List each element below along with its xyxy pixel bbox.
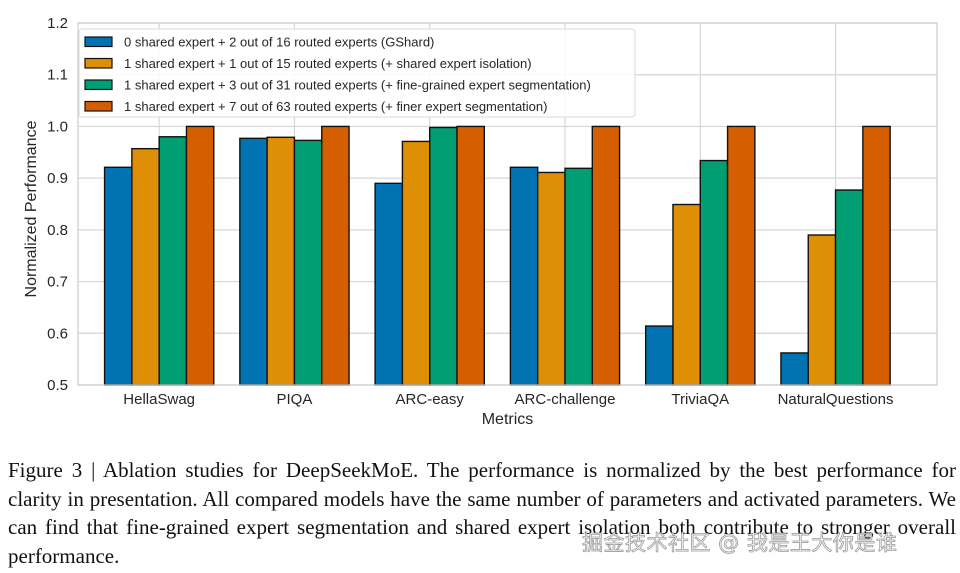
bar-hellaswag-series-0 [103, 166, 133, 386]
bar-naturalquestions-series-0 [780, 352, 809, 386]
bar-naturalquestions-series-3 [862, 125, 891, 386]
y-axis-label: Normalized Performance [23, 120, 40, 297]
y-tick-labels: 0.5 0.6 0.7 0.8 0.9 1.0 1.1 1.2 [47, 15, 68, 394]
y-tick-label: 0.7 [47, 274, 68, 291]
bar-triviaqa-series-3 [726, 125, 756, 386]
bar-arc-easy-series-0 [374, 182, 404, 386]
y-tick-label: 0.8 [47, 222, 68, 239]
bar-arc-challenge-series-1 [536, 171, 566, 386]
x-tick-label: ARC-easy [396, 391, 465, 408]
x-tick-label: NaturalQuestions [778, 391, 894, 408]
x-tick-label: HellaSwag [123, 391, 195, 408]
y-tick-label: 0.9 [47, 170, 68, 187]
bar-chart: 0.5 0.6 0.7 0.8 0.9 1.0 1.1 1.2 HellaSwag PIQA AR… [23, 15, 938, 428]
bar-arc-challenge-series-0 [509, 166, 539, 386]
bars [103, 125, 891, 386]
bar-piqa-series-2 [293, 139, 323, 386]
x-tick-label: TriviaQA [671, 391, 729, 408]
y-tick-label: 1.1 [47, 67, 68, 84]
bar-triviaqa-series-0 [644, 325, 674, 386]
legend-swatch [84, 57, 113, 69]
bar-piqa-series-3 [321, 125, 350, 386]
plot-frame [77, 22, 938, 386]
y-tick-label: 1.2 [47, 15, 68, 32]
bar-triviaqa-series-2 [699, 159, 729, 386]
y-tick-label: 0.6 [47, 325, 68, 342]
legend-label: 1 shared expert + 7 out of 63 routed exp… [124, 99, 547, 114]
y-tick-label: 1.0 [47, 118, 68, 135]
legend-box [78, 28, 636, 118]
bar-naturalquestions-series-2 [834, 189, 864, 386]
bar-piqa-series-1 [266, 136, 296, 386]
bar-hellaswag-series-1 [131, 147, 160, 386]
bar-naturalquestions-series-1 [807, 234, 837, 386]
bar-hellaswag-series-2 [158, 136, 188, 386]
x-axis-label: Metrics [482, 411, 534, 428]
bar-arc-challenge-series-2 [564, 167, 593, 386]
y-tick-label: 0.5 [47, 377, 68, 394]
x-tick-labels: HellaSwag PIQA ARC-easy ARC-challenge Trivia… [123, 391, 893, 408]
bar-arc-easy-series-1 [401, 140, 431, 386]
bar-triviaqa-series-1 [672, 203, 701, 386]
bar-hellaswag-series-3 [185, 125, 215, 386]
watermark: 掘金技术社区 @ 我是王大你是谁 [582, 531, 898, 556]
legend-swatch [84, 79, 113, 91]
bar-arc-easy-series-3 [456, 125, 486, 386]
legend-label: 1 shared expert + 1 out of 15 routed exp… [124, 56, 532, 71]
legend-label: 1 shared expert + 3 out of 31 routed exp… [124, 78, 591, 93]
legend-label: 0 shared expert + 2 out of 16 routed exp… [124, 35, 434, 50]
bar-arc-challenge-series-3 [591, 125, 621, 386]
bar-arc-easy-series-2 [429, 126, 458, 386]
legend-swatch [84, 36, 113, 48]
x-tick-label: PIQA [277, 391, 313, 408]
bar-piqa-series-0 [239, 137, 268, 386]
figure-caption: Figure 3 | Ablation studies for DeepSeek… [8, 458, 956, 568]
legend-swatch [84, 100, 113, 112]
legend: 0 shared expert + 2 out of 16 routed exp… [78, 28, 636, 118]
x-tick-label: ARC-challenge [515, 391, 616, 408]
